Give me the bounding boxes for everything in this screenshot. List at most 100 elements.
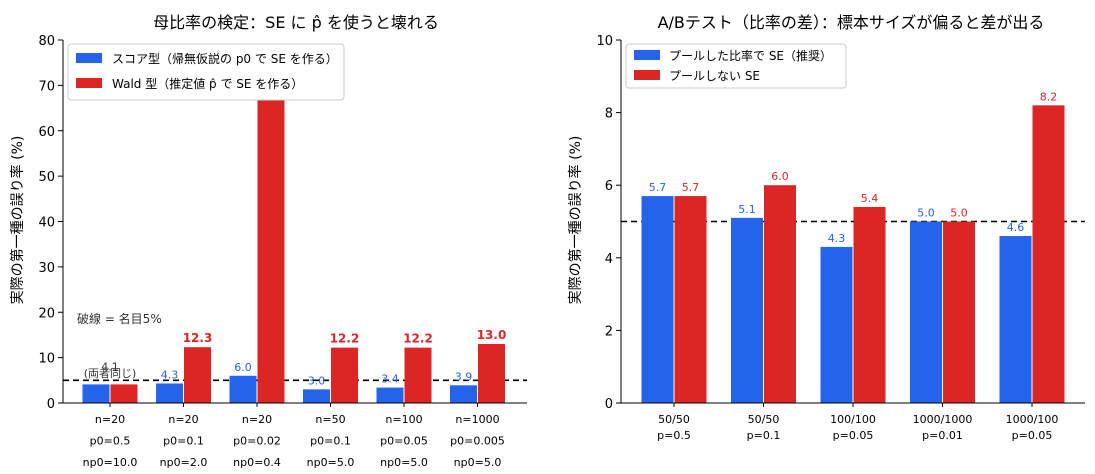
legend-label-unpooled: プールしない SE [669,69,760,83]
legend: スコア型（帰無仮説の p0 で SE を作る） Wald 型（推定値 p̂ で … [67,43,345,101]
bar-series1 [229,375,257,403]
bar-series1 [731,217,763,403]
bar-series1 [450,385,477,403]
x-tick-label: np0=10.0 [83,456,138,469]
y-tick-label: 40 [38,216,55,231]
legend-box [625,43,847,89]
bar-series1 [999,236,1032,403]
bar-series2 [331,347,358,403]
x-tick-label: n=1000 [455,413,499,426]
data-label: 5.7 [682,181,700,194]
data-label: 3.4 [381,373,399,386]
x-tick-label: p=0.1 [747,429,781,442]
data-labels: 4.14.36.03.03.43.912.366.812.212.213.0 [101,84,506,387]
x-tick-label: n=50 [315,413,345,426]
data-label: 5.0 [950,207,968,220]
x-tick-label: p0=0.02 [233,435,281,448]
x-tick-label: 100/100 [830,413,876,426]
y-tick-label: 20 [38,306,55,321]
x-tick-label: p=0.01 [922,429,963,442]
x-tick-label: p0=0.5 [90,435,131,448]
data-label: 3.9 [455,370,473,383]
y-tick-label: 2 [605,324,613,339]
x-tick-label: n=100 [385,413,422,426]
x-ticks: n=20 p0=0.5 np0=10.0 n=20 p0=0.1 np0=2.0 n=20 p… [83,403,505,469]
bar-series2 [404,347,432,403]
data-label: 4.3 [828,232,846,245]
bar-series2 [1032,105,1065,403]
y-axis-label: 実際の第一種の誤り率 (%) [567,136,584,305]
x-tick-label: p=0.05 [1012,429,1053,442]
bar-series1 [910,221,942,403]
bars [641,105,1065,403]
data-label: 5.1 [738,203,756,216]
bar-series2 [943,221,975,403]
x-tick-label: n=20 [168,413,198,426]
x-tick-label: p=0.05 [833,429,874,442]
data-label: 3.0 [308,374,326,387]
x-tick-label: p0=0.1 [310,435,351,448]
same-value-note: (両者同じ) [84,367,137,380]
bar-series2 [478,344,505,403]
legend-label-pooled: プールした比率で SE（推奨） [669,48,832,63]
y-tick-label: 60 [38,125,55,140]
bars [82,99,505,404]
legend-box [67,43,345,101]
x-tick-label: p0=0.005 [450,435,505,448]
x-tick-label: 50/50 [658,413,690,426]
data-label: 4.3 [161,368,179,381]
bar-series2 [184,347,211,403]
data-label: 8.2 [1040,90,1058,103]
y-tick-label: 0 [47,397,55,412]
bar-series1 [376,387,404,403]
data-label: 4.1 [101,360,119,373]
y-tick-label: 70 [38,79,55,94]
x-tick-label: 1000/100 [1006,413,1059,426]
y-tick-label: 50 [38,170,55,185]
y-tick-label: 30 [38,261,55,276]
chart-title: 母比率の検定：SE に p̂ を使うと壊れる [153,13,439,32]
x-tick-label: p0=0.1 [163,435,204,448]
y-tick-label: 8 [605,107,613,122]
chart-score-vs-wald: 母比率の検定：SE に p̂ を使うと壊れる 実際の第一種の誤り率 (%) 0 1… [9,13,527,469]
data-label: 4.6 [1007,221,1025,234]
bar-series1 [303,389,330,403]
bar-series2 [764,185,796,403]
data-label: 5.7 [649,181,667,194]
x-tick-label: np0=5.0 [380,456,428,469]
bar-series1 [820,246,853,403]
bar-series2 [110,384,138,403]
x-tick-label: p=0.5 [657,429,691,442]
data-label: 6.0 [234,361,252,374]
legend-swatch-score [76,53,102,63]
legend-label-wald: Wald 型（推定値 p̂ で SE を作る） [112,76,303,91]
y-tick-label: 10 [38,352,55,367]
bar-series1 [156,383,183,403]
y-ticks: 0 10 20 30 40 50 60 70 80 [38,34,63,412]
x-ticks: 50/50 p=0.5 50/50 p=0.1 100/100 p=0.05 1000/10… [657,403,1058,442]
x-tick-label: np0=5.0 [307,456,355,469]
chart-ab-test: A/Bテスト（比率の差）：標本サイズが偏ると差が出る 実際の第一種の誤り率 (%… [567,13,1085,442]
data-label: 6.0 [771,170,789,183]
legend-label-score: スコア型（帰無仮説の p0 で SE を作る） [112,51,338,66]
bar-series1 [641,196,674,403]
y-tick-label: 10 [596,34,613,49]
y-tick-label: 4 [605,252,613,267]
x-tick-label: n=20 [242,413,272,426]
bar-series2 [257,99,285,404]
bar-series2 [674,196,707,403]
x-tick-label: np0=0.4 [233,456,281,469]
x-tick-label: p0=0.05 [380,435,428,448]
legend-swatch-pooled [634,50,660,60]
x-tick-label: 1000/1000 [913,413,973,426]
y-axis-label: 実際の第一種の誤り率 (%) [9,136,26,305]
y-ticks: 0 2 4 6 8 10 [596,34,621,412]
data-label: 5.4 [861,192,879,205]
legend: プールした比率で SE（推奨） プールしない SE [625,43,847,89]
y-tick-label: 0 [605,397,613,412]
y-tick-label: 6 [605,179,613,194]
data-label: 12.2 [330,332,360,346]
x-tick-label: np0=2.0 [160,456,208,469]
data-labels: 5.7 5.1 4.3 5.0 4.6 5.7 6.0 5.4 5.0 8.2 [649,90,1058,245]
